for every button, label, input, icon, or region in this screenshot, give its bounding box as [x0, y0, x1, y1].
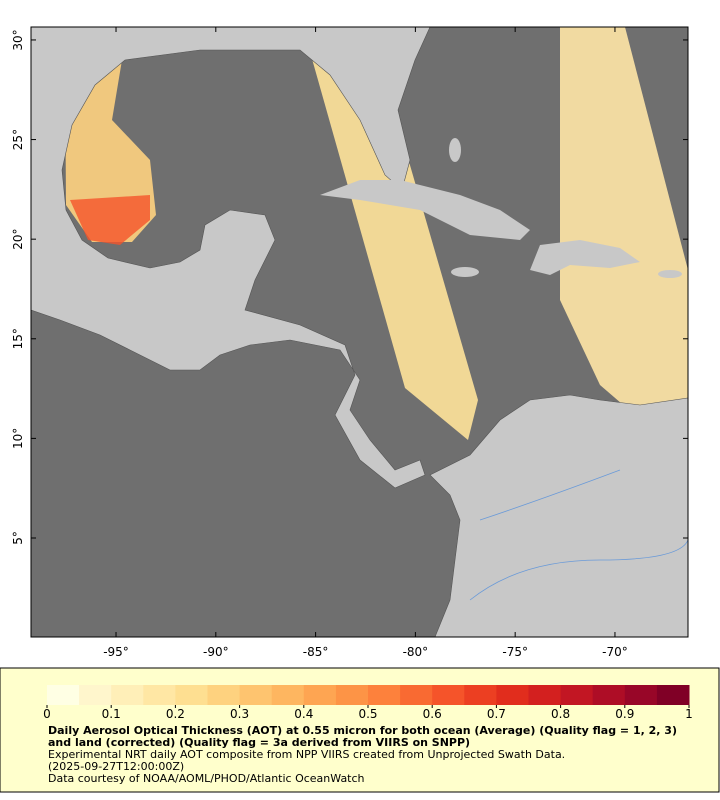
x-tick-label: -95°: [103, 645, 129, 659]
colorbar-tick-label: 1: [685, 707, 693, 721]
caption-title: Daily Aerosol Optical Thickness (AOT) at…: [48, 724, 677, 749]
colorbar-tick-label: 0.1: [102, 707, 121, 721]
y-tick-label: 25°: [11, 129, 25, 150]
colorbar-bin: [624, 685, 658, 705]
colorbar-bin: [464, 685, 497, 705]
colorbar-bin: [400, 685, 433, 705]
y-tick-label: 10°: [11, 428, 25, 449]
y-tick-label: 30°: [11, 29, 25, 50]
colorbar-bin: [111, 685, 144, 705]
colorbar-bin: [239, 685, 273, 705]
map-layers: [30, 26, 689, 638]
aerosol-patch: [70, 195, 150, 245]
y-tick-label: 20°: [11, 229, 25, 250]
colorbar-tick-label: 0.5: [358, 707, 377, 721]
caption-line: Experimental NRT daily AOT composite fro…: [48, 748, 566, 761]
colorbar-bin: [271, 685, 305, 705]
x-tick-label: -90°: [203, 645, 229, 659]
map-frame: [30, 26, 689, 638]
colorbar-bin: [432, 685, 465, 705]
y-tick-label: 15°: [11, 328, 25, 349]
caption-line: (2025-09-27T12:00:00Z): [48, 760, 185, 773]
x-tick-label: -80°: [403, 645, 429, 659]
colorbar-bin: [207, 685, 241, 705]
colorbar-tick-label: 0.4: [294, 707, 313, 721]
colorbar-bin: [592, 685, 626, 705]
colorbar-tick-label: 0: [43, 707, 51, 721]
land: [320, 180, 530, 240]
land: [658, 270, 682, 278]
x-tick-label: -75°: [502, 645, 528, 659]
colorbar-tick-label: 0.7: [487, 707, 506, 721]
colorbar-bin: [303, 685, 337, 705]
colorbar-tick-label: 0.6: [423, 707, 442, 721]
land: [30, 26, 431, 489]
caption: Daily Aerosol Optical Thickness (AOT) at…: [48, 725, 678, 785]
caption-line: Data courtesy of NOAA/AOML/PHOD/Atlantic…: [48, 772, 365, 785]
colorbar-bin: [528, 685, 562, 705]
colorbar-bin: [79, 685, 112, 705]
colorbar-bin: [560, 685, 594, 705]
colorbar-bin: [47, 685, 80, 705]
colorbar-tick-label: 0.8: [551, 707, 570, 721]
x-tick-label: -70°: [602, 645, 628, 659]
colorbar-bin: [368, 685, 401, 705]
aerosol-swath: [560, 27, 688, 428]
colorbar-bin: [335, 685, 369, 705]
river: [469, 469, 689, 601]
colorbar-bin: [496, 685, 529, 705]
land: [451, 267, 479, 277]
aerosol-swath: [303, 27, 478, 440]
colorbar-tick-label: 0.9: [615, 707, 634, 721]
colorbar-tick-label: 0.2: [166, 707, 185, 721]
y-tick-label: 5°: [11, 531, 25, 545]
colorbar-bin: [143, 685, 176, 705]
x-tick-label: -85°: [303, 645, 329, 659]
colorbar-tick-label: 0.3: [230, 707, 249, 721]
colorbar-bin: [656, 685, 690, 705]
land: [449, 138, 461, 162]
land: [530, 240, 640, 275]
colorbar-bin: [175, 685, 208, 705]
